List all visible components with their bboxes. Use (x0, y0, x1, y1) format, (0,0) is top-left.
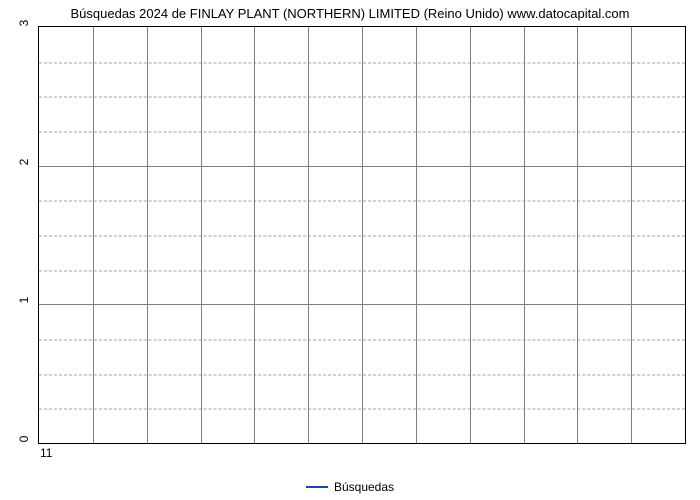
gridline-v (362, 27, 363, 443)
x-tick-label: 11 (40, 446, 52, 460)
gridline-v (308, 27, 309, 443)
legend-series-label: Búsquedas (334, 480, 394, 494)
gridline-v (524, 27, 525, 443)
gridline-v (416, 27, 417, 443)
gridline-v (147, 27, 148, 443)
legend: Búsquedas (0, 480, 700, 494)
chart-container: Búsquedas 2024 de FINLAY PLANT (NORTHERN… (0, 0, 700, 500)
chart-title: Búsquedas 2024 de FINLAY PLANT (NORTHERN… (0, 6, 700, 21)
gridline-v (93, 27, 94, 443)
y-tick-label: 3 (17, 13, 31, 33)
legend-swatch (306, 486, 328, 488)
gridline-v (201, 27, 202, 443)
y-tick-label: 1 (17, 290, 31, 310)
y-tick-label: 2 (17, 152, 31, 172)
y-tick-label: 0 (17, 429, 31, 449)
plot-area (38, 26, 686, 444)
gridline-v (254, 27, 255, 443)
gridline-v (577, 27, 578, 443)
gridline-v (470, 27, 471, 443)
gridline-v (631, 27, 632, 443)
